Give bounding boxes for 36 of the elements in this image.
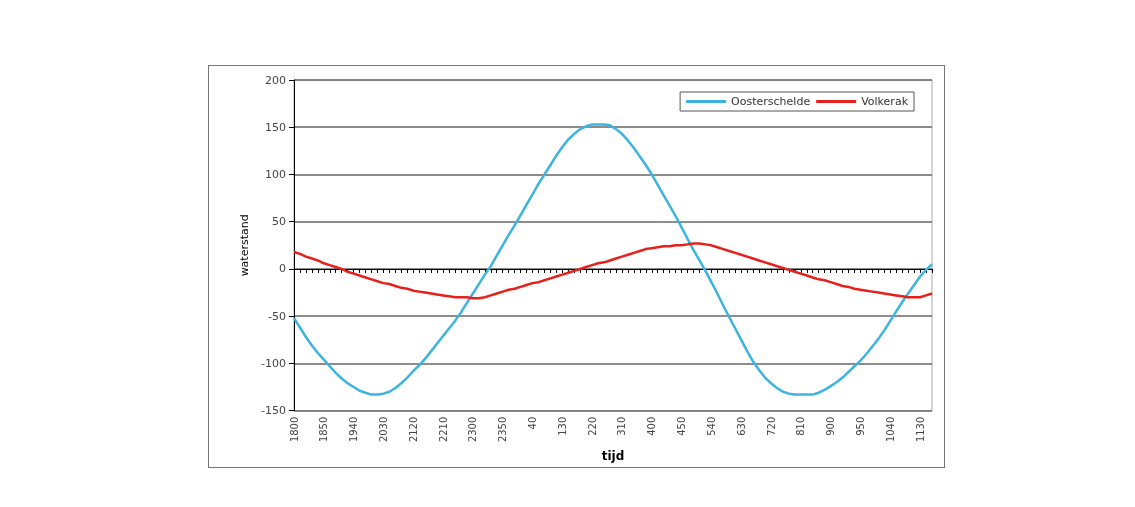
x-tick-label: 2300 (467, 416, 479, 443)
x-tick-label: 1940 (348, 416, 360, 443)
x-axis-title: tijd (601, 449, 625, 463)
x-tick-label: 2120 (407, 416, 419, 443)
legend-label: Volkerak (861, 95, 909, 108)
y-tick-label: 150 (265, 120, 286, 134)
line-series (292, 242, 934, 300)
x-tick-label: 40 (527, 416, 538, 430)
line-series (292, 123, 934, 396)
x-tick-label: 2350 (497, 416, 509, 443)
x-tick-label: 1130 (914, 416, 926, 443)
x-tick-label: 900 (825, 416, 837, 436)
y-tick-label: 100 (265, 167, 286, 181)
x-tick-label: 1800 (288, 416, 300, 443)
x-tick-label: 220 (586, 416, 598, 436)
x-tick-label: 2210 (437, 416, 449, 443)
x-tick-label: 630 (735, 416, 747, 436)
x-tick-label: 1850 (318, 416, 330, 443)
x-tick-label: 310 (616, 416, 628, 436)
y-tick-label: -100 (261, 356, 286, 370)
y-tick-label: 200 (265, 73, 286, 87)
y-tick-label: 50 (272, 215, 286, 229)
x-tick-label: 2030 (377, 416, 389, 443)
y-tick-label: 0 (279, 262, 286, 276)
legend-label: Oosterschelde (731, 95, 811, 108)
x-tick-label: 450 (676, 416, 688, 436)
x-tick-label: 950 (854, 416, 866, 436)
y-axis-title: waterstand (238, 214, 252, 277)
x-tick-label: 810 (795, 416, 807, 436)
y-tick-label: -150 (261, 404, 286, 418)
x-tick-label: 1040 (884, 416, 896, 443)
x-tick-label: 720 (765, 416, 777, 436)
y-tick-label: -50 (268, 309, 286, 323)
x-tick-label: 130 (556, 416, 568, 436)
x-tick-label: 540 (705, 416, 717, 436)
x-tick-label: 400 (646, 416, 658, 436)
